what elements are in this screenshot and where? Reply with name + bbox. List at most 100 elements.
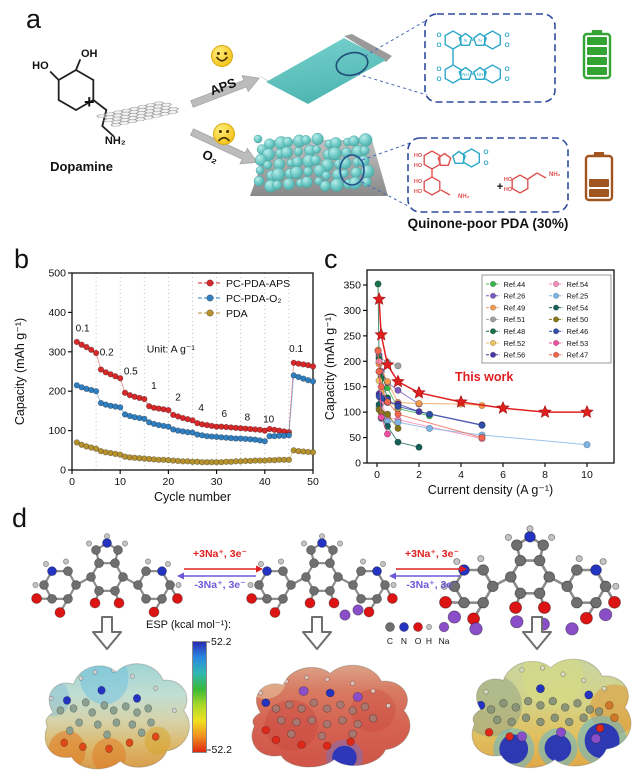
molecule-art xyxy=(246,533,398,621)
y-axis: 0 50 100 150 200 250 300 350 Capacity (mAh g⁻¹) xyxy=(323,280,367,470)
x-axis: 0 2 4 6 8 10 Current density (A g⁻¹) xyxy=(374,463,593,497)
svg-text:Ref.53: Ref.53 xyxy=(567,339,589,348)
svg-text:NH: NH xyxy=(462,72,469,77)
quinone-rich-structure-box xyxy=(424,13,556,103)
svg-text:50: 50 xyxy=(307,476,319,488)
svg-text:Current density (A g⁻¹): Current density (A g⁻¹) xyxy=(428,483,553,497)
svg-text:HO: HO xyxy=(32,60,49,72)
svg-text:0: 0 xyxy=(60,465,66,477)
svg-text:Unit: A g⁻¹: Unit: A g⁻¹ xyxy=(147,344,196,356)
equilibrium-arrows-1 xyxy=(177,565,263,580)
svg-text:8: 8 xyxy=(542,469,548,481)
graphene-sheet xyxy=(96,101,180,127)
svg-text:O: O xyxy=(504,32,509,39)
esp-min-value: -52.2 xyxy=(208,744,232,756)
svg-text:0: 0 xyxy=(374,469,380,481)
panel-label-b: b xyxy=(14,244,30,274)
dft-panel: d C N O H Na +3Na⁺, 3e⁻ -3Na⁺, 3e⁻ +3Na⁺, 3e… xyxy=(0,505,637,778)
svg-text:4: 4 xyxy=(458,469,464,481)
this-work-annotation: This work xyxy=(455,370,513,384)
svg-text:300: 300 xyxy=(48,346,66,358)
esp-map-pristine xyxy=(44,663,190,770)
svg-text:+: + xyxy=(497,181,503,193)
svg-text:0: 0 xyxy=(69,476,75,488)
svg-text:100: 100 xyxy=(48,425,66,437)
svg-text:350: 350 xyxy=(343,280,361,292)
molecule-pristine xyxy=(31,533,183,618)
svg-text:Ref.48: Ref.48 xyxy=(504,327,526,336)
arrow-o2 xyxy=(189,128,258,165)
svg-text:HO: HO xyxy=(504,177,513,183)
svg-text:0.5: 0.5 xyxy=(124,367,138,378)
svg-text:Capacity (mAh g⁻¹): Capacity (mAh g⁻¹) xyxy=(323,313,337,420)
arrow-aps xyxy=(190,75,260,108)
svg-text:O: O xyxy=(436,42,441,49)
dft-annotations-art: C N O H Na xyxy=(92,565,552,751)
series-Ref.47 xyxy=(374,347,486,442)
svg-text:10: 10 xyxy=(263,415,275,426)
svg-text:N: N xyxy=(464,38,467,43)
plot-frame xyxy=(71,272,314,471)
svg-text:PDA: PDA xyxy=(226,308,248,320)
svg-text:0.2: 0.2 xyxy=(100,348,114,359)
down-block-arrow-icon xyxy=(92,616,122,650)
svg-text:150: 150 xyxy=(343,381,361,393)
svg-text:O: O xyxy=(415,636,422,646)
svg-text:O: O xyxy=(504,76,509,83)
svg-text:40: 40 xyxy=(259,476,271,488)
happy-face-icon xyxy=(211,45,233,67)
molecule-art xyxy=(439,525,621,636)
svg-text:NH₂: NH₂ xyxy=(458,194,470,200)
legend: Ref.44 Ref.26 Ref.49 Ref.51 Ref.48 Ref.52 Ref.… xyxy=(481,274,612,364)
sodiation-backward-label-1: -3Na⁺, 3e⁻ xyxy=(194,579,246,591)
svg-text:O: O xyxy=(436,32,441,39)
rate-labels: 0.1 0.2 0.5 1 2 4 6 8 10 0.1 xyxy=(76,323,304,425)
svg-text:Ref.52: Ref.52 xyxy=(504,339,526,348)
svg-text:100: 100 xyxy=(343,407,361,419)
svg-text:Ref.51: Ref.51 xyxy=(504,315,526,324)
svg-text:Ref.25: Ref.25 xyxy=(567,292,589,301)
panel-label-d: d xyxy=(12,503,28,533)
svg-text:NH: NH xyxy=(477,72,484,77)
svg-text:200: 200 xyxy=(343,356,361,368)
svg-text:O: O xyxy=(504,42,509,49)
svg-text:Ref.56: Ref.56 xyxy=(504,351,526,360)
svg-text:2: 2 xyxy=(175,393,181,404)
svg-text:O: O xyxy=(504,66,509,73)
comparison-ragone-chart: 0 2 4 6 8 10 Current density (A g⁻¹) 0 50 100 150 2… xyxy=(323,269,615,497)
svg-text:N: N xyxy=(478,38,481,43)
svg-text:This work: This work xyxy=(455,370,513,384)
svg-text:N: N xyxy=(401,636,407,646)
svg-text:NH₂: NH₂ xyxy=(105,135,126,147)
svg-text:1: 1 xyxy=(151,381,157,392)
svg-text:500: 500 xyxy=(48,268,66,280)
esp-map-partially-sodiated xyxy=(251,664,411,768)
svg-text:OH: OH xyxy=(81,48,98,60)
svg-text:10: 10 xyxy=(114,476,126,488)
svg-text:Ref.44: Ref.44 xyxy=(504,280,526,289)
svg-text:0.1: 0.1 xyxy=(76,323,90,334)
svg-text:C: C xyxy=(387,636,393,646)
svg-text:O: O xyxy=(436,76,441,83)
svg-text:Ref.54: Ref.54 xyxy=(567,303,589,312)
svg-text:0.1: 0.1 xyxy=(289,344,303,355)
molecule-art xyxy=(31,533,183,618)
esp-map-fully-sodiated xyxy=(471,658,632,769)
battery-low-icon xyxy=(584,152,614,202)
sodiation-backward-label-2: -3Na⁺, 3e⁻ xyxy=(406,579,458,591)
pda-o2-particle-film xyxy=(250,132,411,208)
svg-text:8: 8 xyxy=(245,412,251,423)
series-PC-PDA-APS xyxy=(73,338,317,436)
panel-label-c: c xyxy=(324,244,338,274)
svg-text:0: 0 xyxy=(355,458,361,470)
svg-text:O: O xyxy=(483,160,488,167)
down-block-arrow-icon xyxy=(302,616,332,650)
series-PDA xyxy=(73,439,317,466)
svg-text:Ref.54: Ref.54 xyxy=(567,280,589,289)
svg-text:HO: HO xyxy=(414,189,423,195)
quinone-poor-pda-label: Quinone-poor PDA (30%) xyxy=(407,216,569,231)
svg-text:O: O xyxy=(436,66,441,73)
